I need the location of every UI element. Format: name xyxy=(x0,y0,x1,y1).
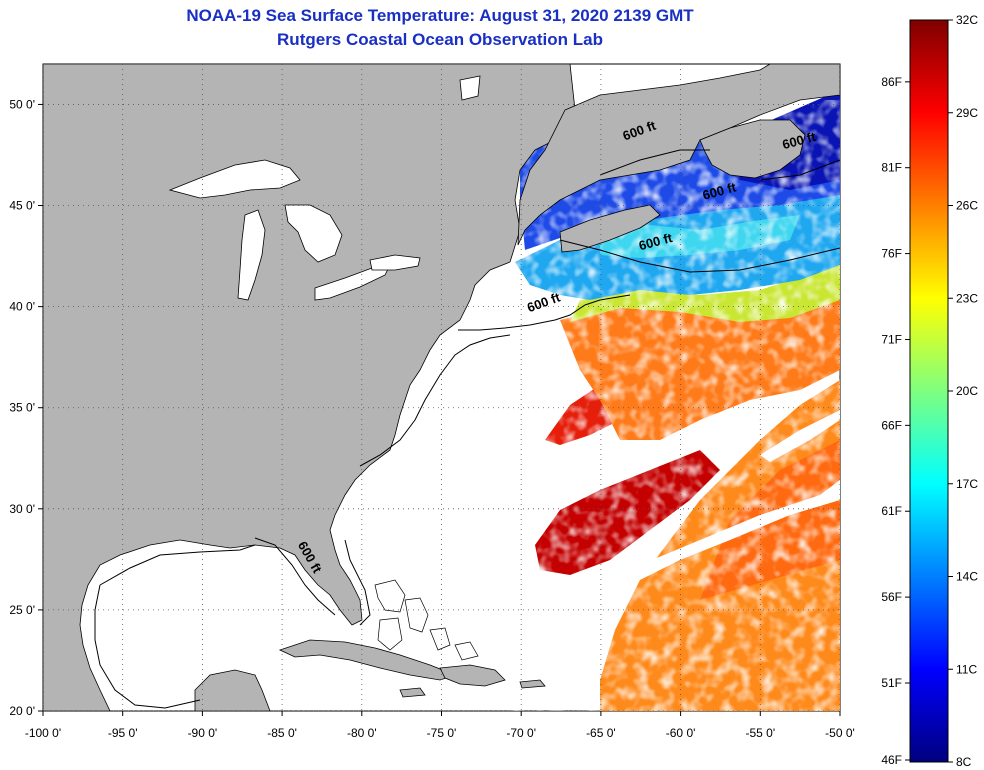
lon-tick-label: -100 0' xyxy=(25,726,61,740)
puerto-rico-land xyxy=(519,679,546,689)
lat-tick-label: 25 0' xyxy=(9,603,35,617)
lon-tick-label: -85 0' xyxy=(267,726,297,740)
cloud-band xyxy=(590,480,840,600)
lon-tick-label: -50 0' xyxy=(825,726,855,740)
colorbar-fahrenheit-label: 46F xyxy=(881,753,902,767)
colorbar-fahrenheit-label: 86F xyxy=(881,75,902,89)
lat-tick-label: 50 0' xyxy=(9,97,35,111)
lat-tick-label: 45 0' xyxy=(9,199,35,213)
colorbar-celsius-label: 26C xyxy=(956,199,978,213)
lon-tick-label: -90 0' xyxy=(188,726,218,740)
colorbar-celsius-label: 29C xyxy=(956,106,978,120)
bahamas-bank xyxy=(454,641,479,661)
colorbar-celsius-label: 8C xyxy=(956,755,972,769)
colorbar-fahrenheit-label: 66F xyxy=(881,418,902,432)
bahamas-bank xyxy=(374,579,406,613)
lake-superior xyxy=(168,159,301,199)
lat-tick-label: 20 0' xyxy=(9,704,35,718)
jamaica-land xyxy=(399,687,426,698)
colorbar-celsius-label: 23C xyxy=(956,291,978,305)
hispaniola-land xyxy=(439,664,506,687)
bahamas-bank xyxy=(377,617,403,651)
colorbar-celsius-label: 17C xyxy=(956,477,978,491)
lat-tick-label: 40 0' xyxy=(9,300,35,314)
cloud-band xyxy=(760,410,840,462)
map-title: NOAA-19 Sea Surface Temperature: August … xyxy=(186,6,694,25)
colorbar-fahrenheit-label: 51F xyxy=(881,676,902,690)
colorbar-fahrenheit-label: 76F xyxy=(881,247,902,261)
colorbar-celsius-label: 20C xyxy=(956,384,978,398)
lake-michigan xyxy=(237,209,266,301)
lon-tick-label: -75 0' xyxy=(427,726,457,740)
longitude-axis: -100 0' -95 0' -90 0' -85 0' -80 0' -75 0' -70… xyxy=(25,711,855,740)
bahamas-bank xyxy=(404,597,429,633)
newfoundland-land xyxy=(699,119,806,179)
colorbar-celsius-label: 14C xyxy=(956,570,978,584)
lake-erie xyxy=(314,264,391,301)
land-layer xyxy=(43,64,840,711)
lat-tick-label: 35 0' xyxy=(9,401,35,415)
isobath-600ft xyxy=(94,149,840,709)
colorbar-fahrenheit-labels: 86F 81F 76F 71F 66F 61F 56F 51F 46F xyxy=(881,75,910,767)
lon-tick-label: -70 0' xyxy=(506,726,536,740)
lon-tick-label: -65 0' xyxy=(586,726,616,740)
lat-tick-label: 30 0' xyxy=(9,502,35,516)
lake-huron xyxy=(284,204,343,263)
colorbar-fahrenheit-label: 61F xyxy=(881,504,902,518)
lon-tick-label: -80 0' xyxy=(347,726,377,740)
colorbar-celsius-labels: 32C 29C 26C 23C 20C 17C 14C 11C 8C xyxy=(948,13,978,769)
latitude-axis: 50 0' 45 0' 40 0' 35 0' 30 0' 25 0' 20 0' xyxy=(9,97,43,718)
colorbar-fahrenheit-label: 71F xyxy=(881,332,902,346)
colorbar-celsius-label: 32C xyxy=(956,13,978,27)
colorbar-celsius-label: 11C xyxy=(956,662,977,676)
hudson-bay-edge xyxy=(459,75,481,101)
bahamas-bank xyxy=(429,627,451,651)
nova-scotia-land xyxy=(559,204,661,253)
lake-ontario xyxy=(369,254,421,271)
colorbar-fahrenheit-label: 56F xyxy=(881,590,902,604)
great-lakes xyxy=(168,75,481,301)
colorbar xyxy=(909,19,949,763)
lon-tick-label: -55 0' xyxy=(745,726,775,740)
lon-tick-label: -95 0' xyxy=(108,726,138,740)
lon-tick-label: -60 0' xyxy=(666,726,696,740)
yucatan-land xyxy=(194,669,271,711)
bahamas-banks xyxy=(374,579,479,661)
colorbar-fahrenheit-label: 81F xyxy=(881,161,902,175)
map-subtitle: Rutgers Coastal Ocean Observation Lab xyxy=(277,30,603,49)
north-america-land xyxy=(43,64,576,711)
